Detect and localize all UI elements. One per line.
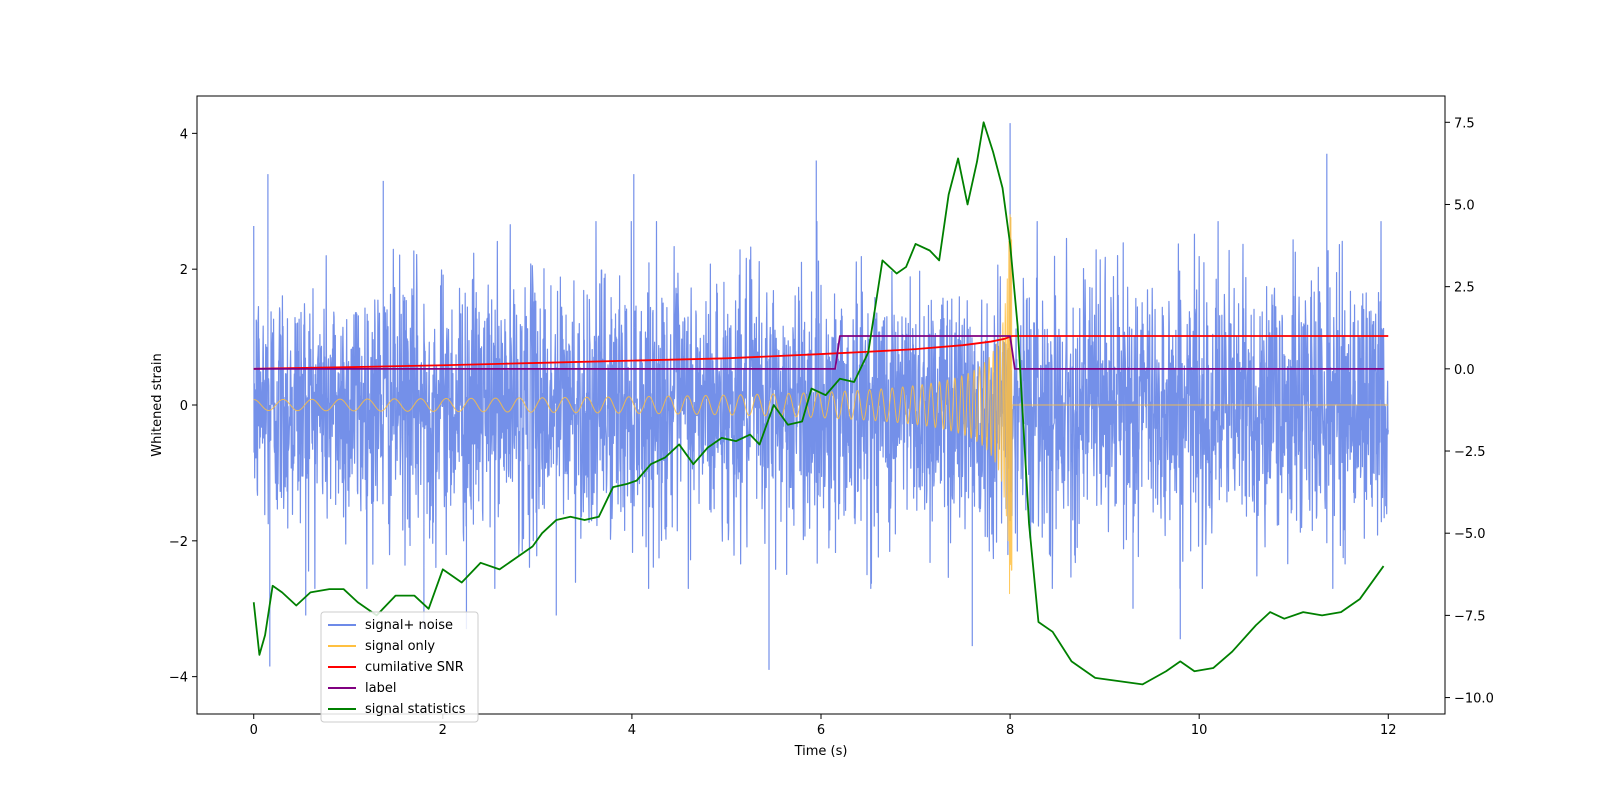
ticks-layer: 0 2 4 6 8 10 12 −4 −2 0 2 4 −10.0 −7.5 −5.0 −2.5 0.0 2.5 5…	[169, 116, 1494, 738]
legend-label-signal-statistics: signal statistics	[365, 702, 466, 717]
x-tick-label: 0	[250, 723, 258, 738]
y-right-tick-label: −7.5	[1454, 609, 1486, 624]
y-left-tick-label: −4	[169, 671, 188, 686]
y-right-tick-label: −2.5	[1454, 445, 1486, 460]
series-signal-noise	[253, 123, 1389, 670]
x-tick-label: 12	[1380, 723, 1397, 738]
y-right-tick-label: 2.5	[1454, 281, 1475, 296]
y-right-tick-label: −5.0	[1454, 527, 1486, 542]
y-left-tick-label: 4	[180, 127, 188, 142]
series-signal-statistics	[252, 121, 1385, 686]
y-left-tick-label: 2	[180, 263, 188, 278]
legend-label-signal-noise: signal+ noise	[365, 618, 453, 633]
x-tick-label: 10	[1191, 723, 1208, 738]
x-tick-label: 6	[817, 723, 825, 738]
x-tick-label: 4	[628, 723, 636, 738]
y-right-tick-label: 0.0	[1454, 363, 1475, 378]
x-axis-label: Time (s)	[794, 744, 848, 759]
y-right-tick-label: −10.0	[1454, 692, 1494, 707]
y-left-tick-label: 0	[180, 399, 188, 414]
x-tick-label: 2	[439, 723, 447, 738]
series-label	[253, 335, 1384, 370]
legend-box	[320, 611, 479, 723]
y-right-tick-label: 7.5	[1454, 116, 1475, 131]
series-signal-only	[253, 214, 1389, 595]
legend-label-cumulative-snr: cumilative SNR	[365, 660, 464, 675]
series-layer	[252, 121, 1389, 686]
x-tick-label: 8	[1006, 723, 1014, 738]
y-right-tick-label: 5.0	[1454, 198, 1475, 213]
y-axis-label: Whitened strain	[150, 353, 165, 456]
legend: signal+ noise signal only cumilative SNR…	[320, 611, 479, 723]
legend-label-signal-only: signal only	[365, 639, 435, 654]
y-left-tick-label: −2	[169, 535, 188, 550]
legend-label-label: label	[365, 681, 396, 696]
